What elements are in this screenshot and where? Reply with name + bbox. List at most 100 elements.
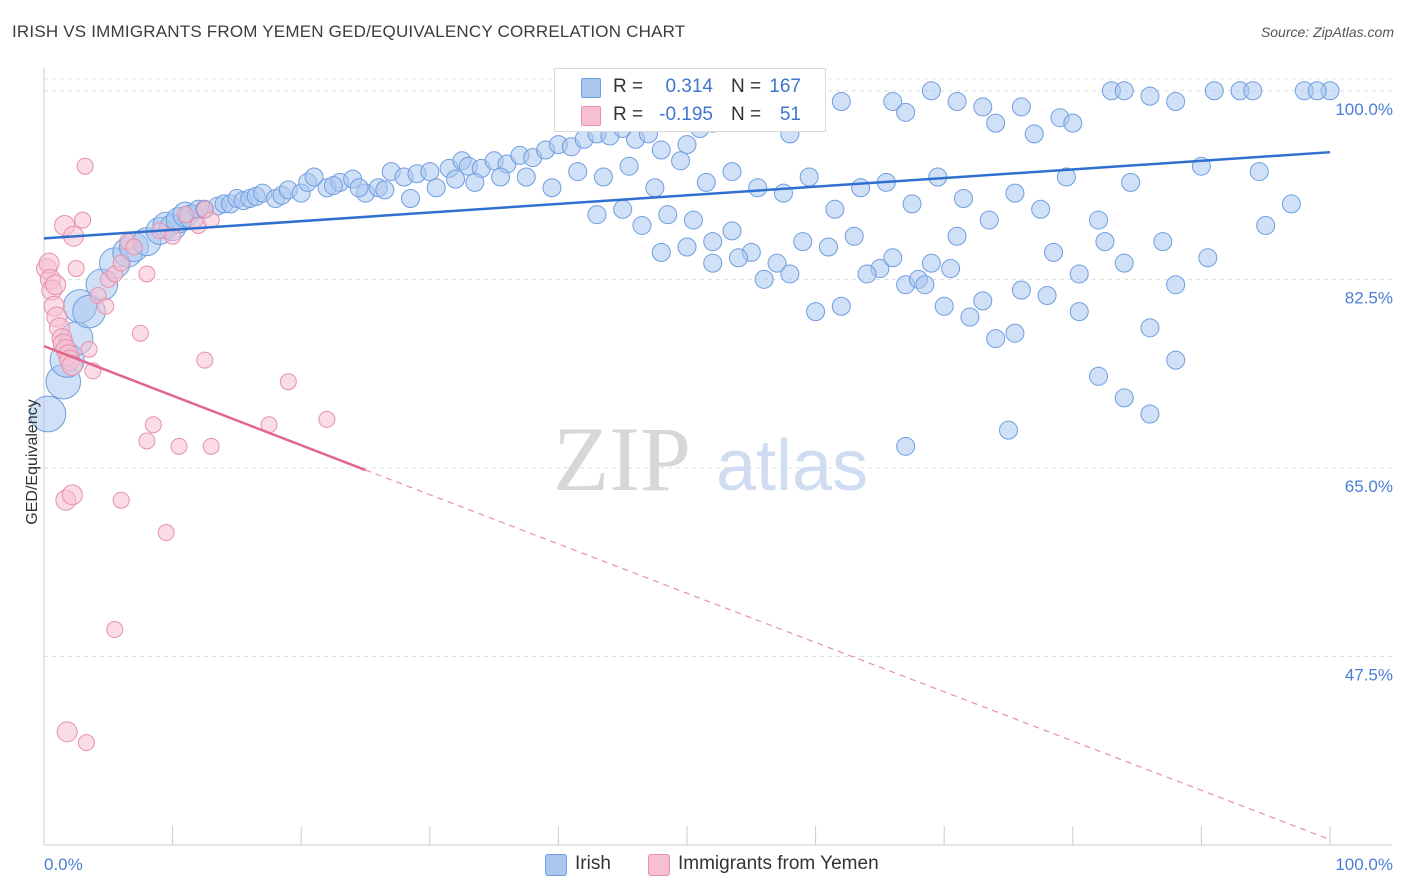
- data-point: [703, 253, 723, 273]
- legend-r-label: R =: [613, 76, 644, 97]
- data-point: [831, 296, 851, 316]
- data-point: [1089, 366, 1109, 386]
- data-point: [773, 183, 793, 203]
- data-point: [754, 269, 774, 289]
- data-point: [999, 420, 1018, 440]
- data-point: [67, 260, 85, 278]
- data-point: [915, 275, 935, 295]
- data-point: [1069, 302, 1089, 322]
- data-point: [1198, 248, 1218, 268]
- data-point: [973, 97, 993, 117]
- data-point: [799, 167, 819, 187]
- data-point: [420, 162, 440, 182]
- data-point: [77, 734, 95, 752]
- data-point: [1037, 285, 1057, 305]
- data-point: [1114, 253, 1134, 273]
- data-point: [323, 176, 343, 196]
- data-point: [1204, 81, 1224, 101]
- series-irish: [29, 81, 1340, 456]
- data-point: [806, 302, 826, 322]
- data-point: [196, 351, 214, 369]
- x-tick-label: 100.0%: [1335, 855, 1393, 874]
- data-point: [375, 180, 395, 200]
- legend-n-value: 51: [779, 104, 801, 125]
- data-point: [170, 437, 188, 455]
- data-point: [1056, 167, 1076, 187]
- data-point: [683, 210, 703, 230]
- data-point: [780, 264, 800, 284]
- data-point: [960, 307, 980, 327]
- y-tick-label: 65.0%: [1345, 477, 1393, 496]
- trend-line-irish: [43, 150, 1331, 240]
- data-point: [61, 355, 83, 377]
- data-point: [1249, 162, 1269, 182]
- legend-label-irish: Irish: [575, 853, 611, 874]
- data-point: [973, 291, 993, 311]
- data-point: [279, 373, 297, 391]
- data-point: [446, 169, 466, 189]
- y-tick-labels: 100.0% 82.5% 65.0% 47.5%: [1335, 100, 1393, 685]
- data-point: [1307, 81, 1327, 101]
- legend-n-label: N =: [731, 76, 762, 97]
- data-point: [61, 484, 83, 506]
- data-point: [696, 172, 716, 192]
- series-legend: Irish Immigrants from Yemen: [0, 852, 1406, 878]
- data-point: [568, 162, 588, 182]
- data-point: [516, 167, 536, 187]
- data-point: [76, 157, 94, 175]
- data-point: [56, 721, 78, 743]
- legend-swatch-yemen: [648, 854, 670, 876]
- data-point: [131, 324, 149, 342]
- legend-row-yemen: R = -0.195 N = 51: [555, 101, 825, 129]
- data-point: [658, 205, 678, 225]
- data-point: [125, 238, 143, 256]
- x-tick-label: 0.0%: [44, 855, 83, 874]
- data-points: [29, 81, 1340, 752]
- data-point: [80, 340, 98, 358]
- data-point: [587, 205, 607, 225]
- legend-n-label: N =: [731, 104, 762, 125]
- legend-row-irish: R = 0.314 N = 167: [555, 73, 825, 101]
- data-point: [1153, 232, 1173, 252]
- data-point: [677, 135, 697, 155]
- data-point: [491, 167, 511, 187]
- data-point: [349, 178, 369, 198]
- y-tick-label: 100.0%: [1335, 100, 1393, 119]
- data-point: [45, 274, 67, 296]
- data-point: [703, 232, 723, 252]
- data-point: [671, 151, 691, 171]
- data-point: [986, 329, 1006, 349]
- data-point: [953, 189, 973, 209]
- data-point: [164, 227, 182, 245]
- data-point: [1140, 86, 1160, 106]
- data-point: [632, 215, 652, 235]
- data-point: [896, 436, 916, 456]
- y-tick-label: 82.5%: [1345, 288, 1393, 307]
- data-point: [1063, 113, 1083, 133]
- data-point: [941, 259, 961, 279]
- data-point: [947, 226, 967, 246]
- data-point: [896, 102, 916, 122]
- data-point: [1024, 124, 1044, 144]
- data-point: [619, 156, 639, 176]
- data-point: [1166, 350, 1186, 370]
- data-point: [202, 437, 220, 455]
- data-point: [902, 194, 922, 214]
- data-point: [1044, 242, 1064, 262]
- y-tick-label: 47.5%: [1345, 665, 1393, 684]
- data-point: [1121, 172, 1141, 192]
- data-point: [1011, 280, 1031, 300]
- data-point: [1281, 194, 1301, 214]
- data-point: [722, 162, 742, 182]
- data-point: [593, 167, 613, 187]
- data-point: [1095, 232, 1115, 252]
- data-point: [722, 221, 742, 241]
- trend-line-yemen: [43, 344, 366, 472]
- data-point: [1011, 97, 1031, 117]
- data-point: [176, 206, 194, 224]
- data-point: [844, 226, 864, 246]
- x-tick-labels: 0.0% 100.0%: [44, 855, 1393, 874]
- data-point: [1243, 81, 1263, 101]
- data-point: [157, 524, 175, 542]
